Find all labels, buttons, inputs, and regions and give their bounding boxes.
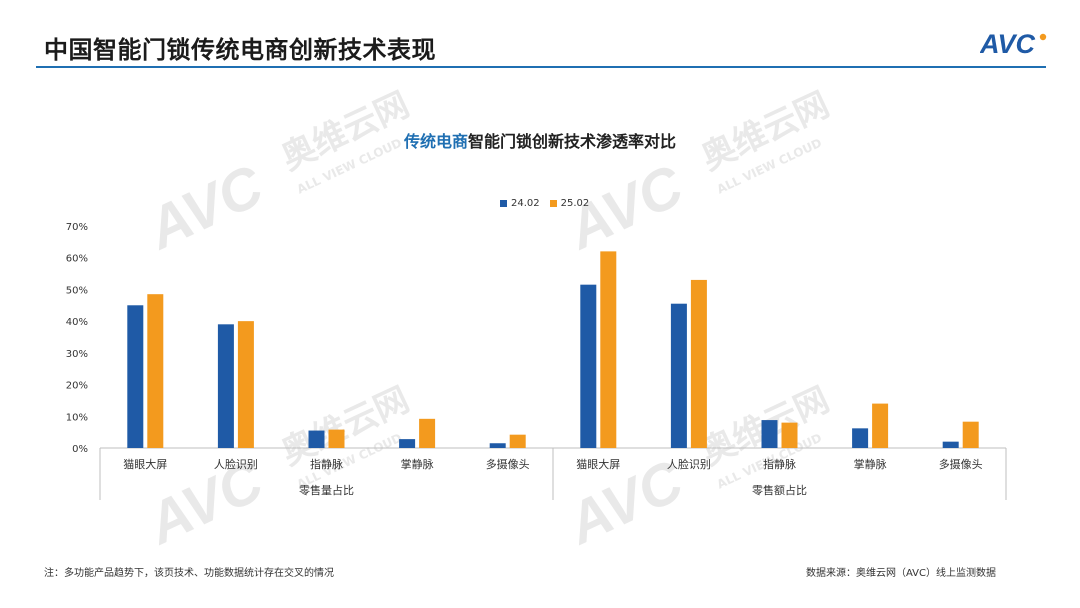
x-tick-label: 掌静脉 bbox=[854, 457, 887, 471]
bar bbox=[489, 443, 506, 448]
bar bbox=[580, 284, 597, 448]
bar bbox=[761, 420, 778, 448]
x-tick-label: 多摄像头 bbox=[486, 457, 530, 471]
x-tick-label: 多摄像头 bbox=[939, 457, 983, 471]
bar bbox=[942, 441, 959, 448]
bar bbox=[419, 418, 436, 448]
bar bbox=[147, 294, 164, 448]
legend-label-2402: 24.02 bbox=[511, 197, 540, 209]
legend-swatch-2402 bbox=[500, 199, 507, 207]
bar bbox=[852, 428, 869, 448]
x-tick-label: 猫眼大屏 bbox=[576, 457, 620, 471]
y-tick-label: 30% bbox=[66, 349, 88, 360]
legend-item-2402: 24.02 bbox=[500, 198, 540, 209]
data-source: 数据来源：奥维云网（AVC）线上监测数据 bbox=[805, 568, 996, 579]
bar bbox=[962, 421, 979, 448]
x-tick-label: 人脸识别 bbox=[214, 457, 258, 471]
chart-title-accent: 传统电商 bbox=[403, 132, 468, 151]
legend-swatch-2502 bbox=[549, 199, 557, 207]
footnote: 注：多功能产品趋势下，该页技术、功能数据统计存在交叉的情况 bbox=[44, 568, 334, 579]
bar bbox=[509, 434, 526, 448]
title-divider bbox=[36, 66, 1046, 68]
legend-label-2502: 25.02 bbox=[560, 197, 590, 209]
y-tick-label: 10% bbox=[66, 412, 88, 423]
bar bbox=[308, 430, 325, 448]
legend: 24.02 25.02 bbox=[500, 196, 589, 210]
x-tick-label: 人脸识别 bbox=[667, 457, 711, 471]
bar bbox=[399, 439, 416, 448]
page-title: 中国智能门锁传统电商创新技术表现 bbox=[44, 36, 436, 64]
x-tick-label: 掌静脉 bbox=[401, 457, 434, 471]
avc-logo-icon: AVC bbox=[980, 29, 1047, 58]
chart-title-rest: 智能门锁创新技术渗透率对比 bbox=[468, 132, 677, 151]
avc-logo-text: AVC bbox=[980, 29, 1036, 58]
y-tick-label: 0% bbox=[72, 444, 88, 455]
x-tick-label: 指静脉 bbox=[763, 457, 796, 471]
bar bbox=[217, 324, 234, 448]
y-tick-label: 20% bbox=[66, 381, 88, 392]
chart-title: 传统电商智能门锁创新技术渗透率对比 bbox=[0, 128, 1080, 152]
group-label: 零售量占比 bbox=[299, 483, 354, 497]
bar bbox=[600, 251, 617, 448]
legend-item-2502: 25.02 bbox=[549, 197, 590, 209]
group-label: 零售额占比 bbox=[752, 483, 807, 497]
y-tick-label: 70% bbox=[66, 222, 88, 233]
y-tick-label: 40% bbox=[66, 317, 88, 328]
y-tick-label: 60% bbox=[66, 254, 88, 265]
x-tick-label: 猫眼大屏 bbox=[123, 457, 167, 471]
x-tick-label: 指静脉 bbox=[310, 457, 343, 471]
bar bbox=[328, 429, 345, 448]
bar bbox=[781, 422, 798, 448]
bar bbox=[690, 279, 707, 448]
bar bbox=[127, 305, 144, 448]
bar bbox=[872, 403, 889, 448]
bar bbox=[237, 321, 254, 448]
bar bbox=[670, 303, 687, 448]
y-tick-label: 50% bbox=[66, 285, 88, 296]
